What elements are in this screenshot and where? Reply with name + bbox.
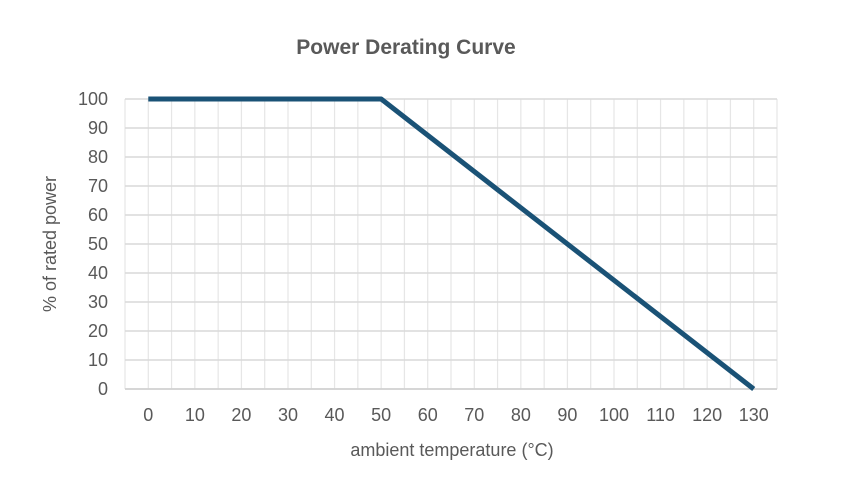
y-tick-label: 30 — [88, 292, 108, 312]
y-tick-label: 80 — [88, 147, 108, 167]
x-tick-label: 60 — [418, 405, 438, 425]
series-layer — [148, 96, 756, 391]
y-tick-label: 10 — [88, 350, 108, 370]
x-tick-label: 50 — [371, 405, 391, 425]
x-tick-label: 130 — [739, 405, 769, 425]
x-tick-labels: 0 10 20 30 40 50 60 70 80 90 100 110 120 130 — [143, 405, 768, 425]
y-tick-label: 90 — [88, 118, 108, 138]
y-tick-label: 20 — [88, 321, 108, 341]
x-tick-label: 0 — [143, 405, 153, 425]
x-tick-label: 100 — [599, 405, 629, 425]
y-tick-label: 100 — [78, 89, 108, 109]
x-tick-label: 30 — [278, 405, 298, 425]
y-tick-label: 0 — [98, 379, 108, 399]
x-tick-label: 80 — [511, 405, 531, 425]
chart-title: Power Derating Curve — [296, 36, 515, 59]
series-line — [148, 96, 756, 391]
x-tick-label: 10 — [185, 405, 205, 425]
y-tick-label: 70 — [88, 176, 108, 196]
y-tick-labels: 0 10 20 30 40 50 60 70 80 90 100 — [78, 89, 108, 399]
x-tick-label: 110 — [646, 405, 675, 425]
grid — [124, 98, 778, 390]
x-tick-label: 70 — [464, 405, 484, 425]
x-axis-label: ambient temperature (°C) — [350, 440, 553, 460]
x-tick-label: 120 — [692, 405, 722, 425]
x-tick-label: 90 — [557, 405, 577, 425]
y-tick-label: 60 — [88, 205, 108, 225]
y-tick-label: 40 — [88, 263, 108, 283]
y-tick-label: 50 — [88, 234, 108, 254]
y-axis-label: % of rated power — [40, 176, 60, 312]
x-tick-label: 40 — [325, 405, 345, 425]
x-tick-label: 20 — [231, 405, 251, 425]
